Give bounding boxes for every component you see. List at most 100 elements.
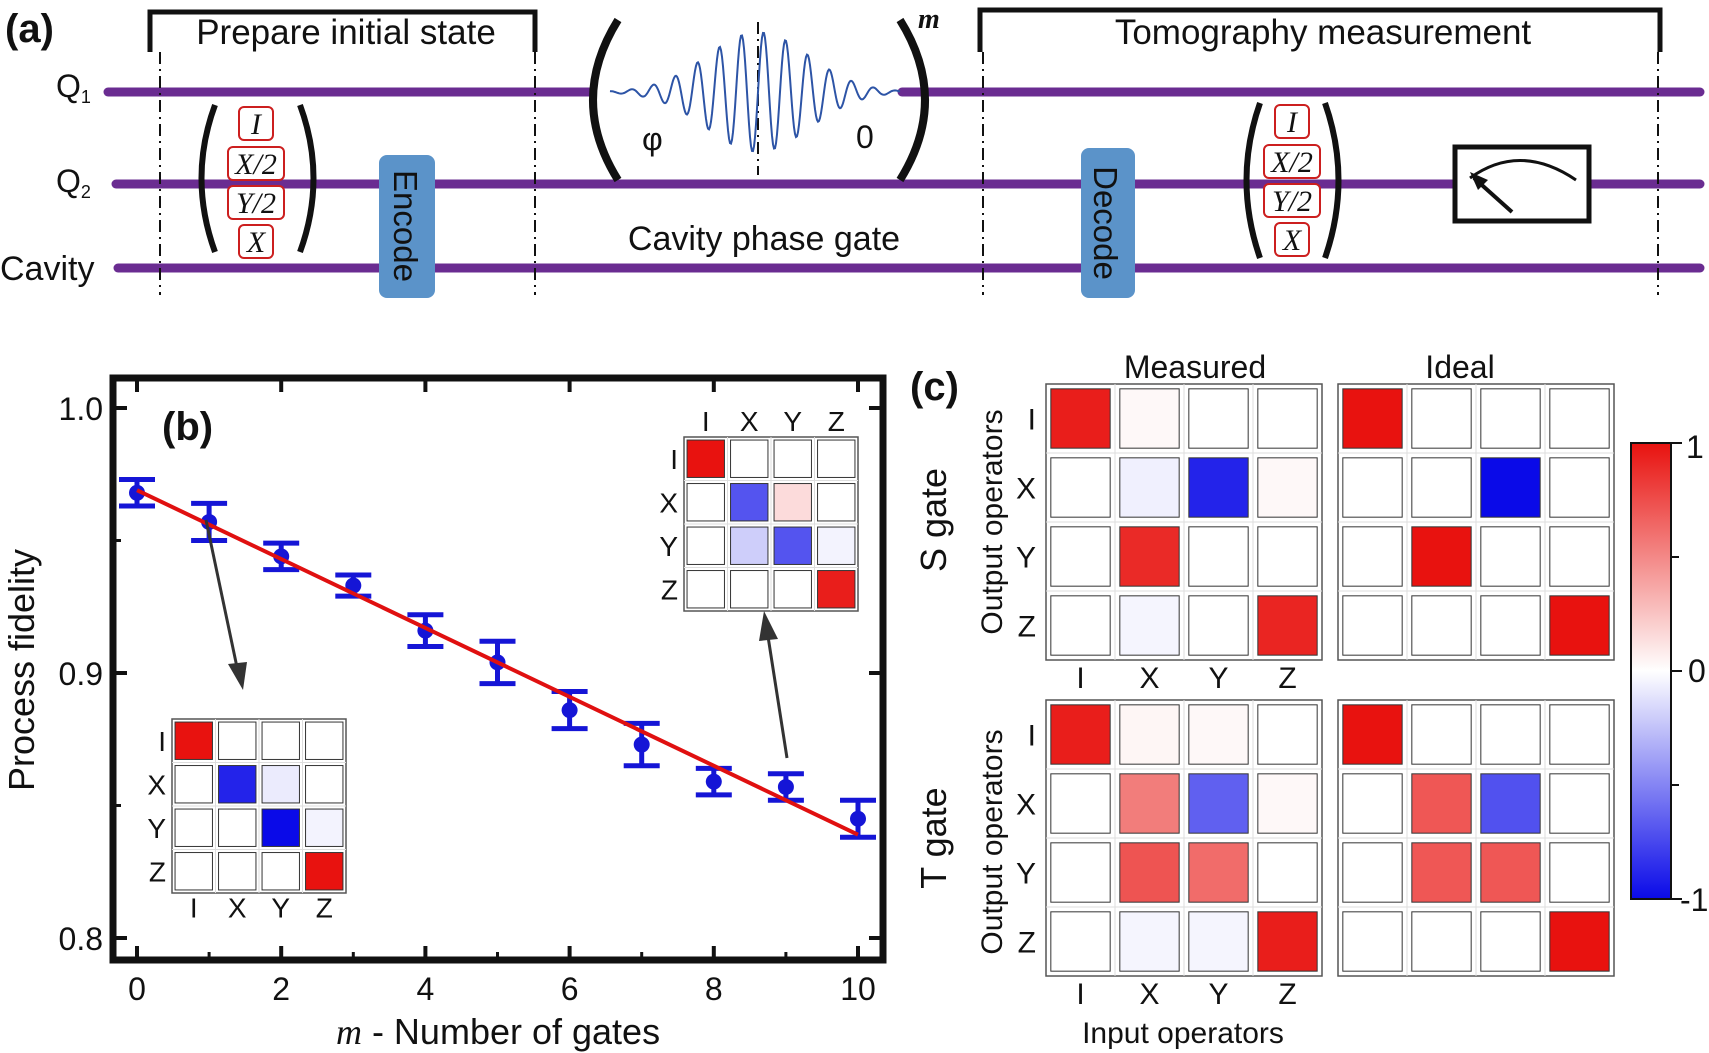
- matrix-cell: [218, 852, 257, 891]
- matrix-cell: [773, 570, 812, 609]
- side-label-s: Output operators: [976, 409, 1009, 634]
- matrix-cell: [1119, 842, 1180, 903]
- pulse-waveform: [609, 31, 901, 153]
- decode-box: [1081, 148, 1135, 298]
- prep-op-box: [227, 185, 285, 220]
- pulse-right-paren: [896, 17, 929, 183]
- y-tick-label: 1.0: [59, 391, 103, 427]
- matrix-cell: [261, 765, 300, 804]
- x-tick-label: 4: [417, 971, 435, 1007]
- row-title-t-gate: T gate: [913, 787, 954, 888]
- q1-label: Q1: [56, 68, 91, 107]
- row-op-label: Z: [1018, 610, 1036, 643]
- matrix-cell: [1050, 595, 1111, 656]
- arrow-left-head: [228, 662, 247, 690]
- arrow-right: [765, 629, 789, 759]
- matrix-cell: [1050, 842, 1111, 903]
- meter-arc: [1469, 159, 1577, 182]
- prep-right-paren: [297, 103, 317, 254]
- prepare-title: Prepare initial state: [196, 13, 496, 52]
- matrix-cell: [1480, 388, 1541, 449]
- matrix-cell: [1480, 773, 1541, 834]
- panel-c: (c) Measured Ideal S gate T gate Output …: [910, 349, 1708, 1050]
- matrix-cell: [1050, 457, 1111, 518]
- matrix-cell: [1257, 595, 1318, 656]
- matrix-cell: [1119, 911, 1180, 972]
- matrix-cell: [1342, 457, 1403, 518]
- matrix-cell: [730, 439, 769, 478]
- row-op-label: I: [1028, 403, 1036, 436]
- tomo-op-box: [1274, 104, 1310, 139]
- row-op-label: X: [659, 487, 678, 518]
- matrix-cell: [1549, 773, 1610, 834]
- matrix-cell: [1480, 842, 1541, 903]
- x-tick-label: 8: [705, 971, 723, 1007]
- process-matrices: I X Y Z I X Y Z I X Y Z I X Y Z: [1016, 383, 1615, 1011]
- t-measured-matrix: I X Y Z I X Y Z: [1016, 699, 1323, 1011]
- matrix-cell: [1257, 457, 1318, 518]
- arrow-left: [204, 519, 240, 673]
- matrix-cell: [730, 570, 769, 609]
- tomo-op-box: [1274, 222, 1310, 257]
- y-tick-label: 0.9: [59, 656, 103, 692]
- tomo-op-boxes: I X/2 Y/2 X: [1263, 104, 1321, 257]
- matrix-cell: [1411, 842, 1472, 903]
- matrix-cell: [730, 526, 769, 565]
- row-op-label: Y: [1016, 857, 1036, 890]
- matrix-cell: [1342, 704, 1403, 765]
- matrix-cell: [1480, 595, 1541, 656]
- matrix-cell: [1549, 842, 1610, 903]
- matrix-cell: [1480, 704, 1541, 765]
- matrix-cell: [305, 765, 344, 804]
- row-op-label: I: [1028, 719, 1036, 752]
- matrix-cell: [174, 808, 213, 847]
- row-op-label: X: [147, 769, 166, 800]
- matrix-cell: [1257, 842, 1318, 903]
- prepare-bracket: [147, 9, 538, 52]
- power-m-label: m: [918, 4, 940, 35]
- matrix-cell: [1342, 842, 1403, 903]
- tomo-op-stack: I X/2 Y/2 X: [1243, 102, 1342, 259]
- matrix-cell: [1342, 388, 1403, 449]
- tomo-right-paren: [1322, 102, 1342, 259]
- prep-op-box: [238, 224, 274, 259]
- cb-label-top: 1: [1686, 429, 1704, 465]
- matrix-cell: [1257, 704, 1318, 765]
- cb-label-mid: 0: [1688, 653, 1706, 689]
- matrix-cell: [773, 483, 812, 522]
- prep-op-box: [227, 146, 285, 181]
- encode-label: Encode: [387, 170, 424, 282]
- arrow-right-head: [759, 611, 778, 641]
- time-markers: [159, 22, 1659, 295]
- matrix-cell: [730, 483, 769, 522]
- row-op-label: Y: [147, 813, 166, 844]
- matrix-cell: [1549, 704, 1610, 765]
- matrix-cell: [1119, 704, 1180, 765]
- matrix-cell: [1257, 773, 1318, 834]
- plot-axes: 0 2 4 6 8 10 0.8 0.9 1.0: [59, 378, 883, 1007]
- matrix-cell: [1411, 457, 1472, 518]
- data-point: [777, 778, 794, 795]
- matrix-cell: [1188, 595, 1249, 656]
- tomo-op-box: [1263, 183, 1321, 218]
- matrix-cell: [218, 808, 257, 847]
- matrix-cell: [1188, 388, 1249, 449]
- row-op-label: Y: [659, 531, 678, 562]
- matrix-cell: [1050, 773, 1111, 834]
- col-op-label: Y: [271, 892, 290, 923]
- row-op-label: I: [670, 444, 678, 475]
- matrix-cell: [1257, 911, 1318, 972]
- matrix-cell: [1411, 388, 1472, 449]
- x-tick-label: 0: [128, 971, 146, 1007]
- pulse-phase-left: φ: [642, 121, 663, 157]
- data-point: [850, 810, 866, 827]
- prep-op-label: I: [250, 108, 263, 141]
- matrix-cell: [1480, 526, 1541, 587]
- tomo-left-paren: [1243, 102, 1263, 259]
- matrix-cell: [1119, 526, 1180, 587]
- matrix-cell: [1411, 773, 1472, 834]
- prep-op-box: [238, 106, 274, 141]
- matrix-cell: [1342, 526, 1403, 587]
